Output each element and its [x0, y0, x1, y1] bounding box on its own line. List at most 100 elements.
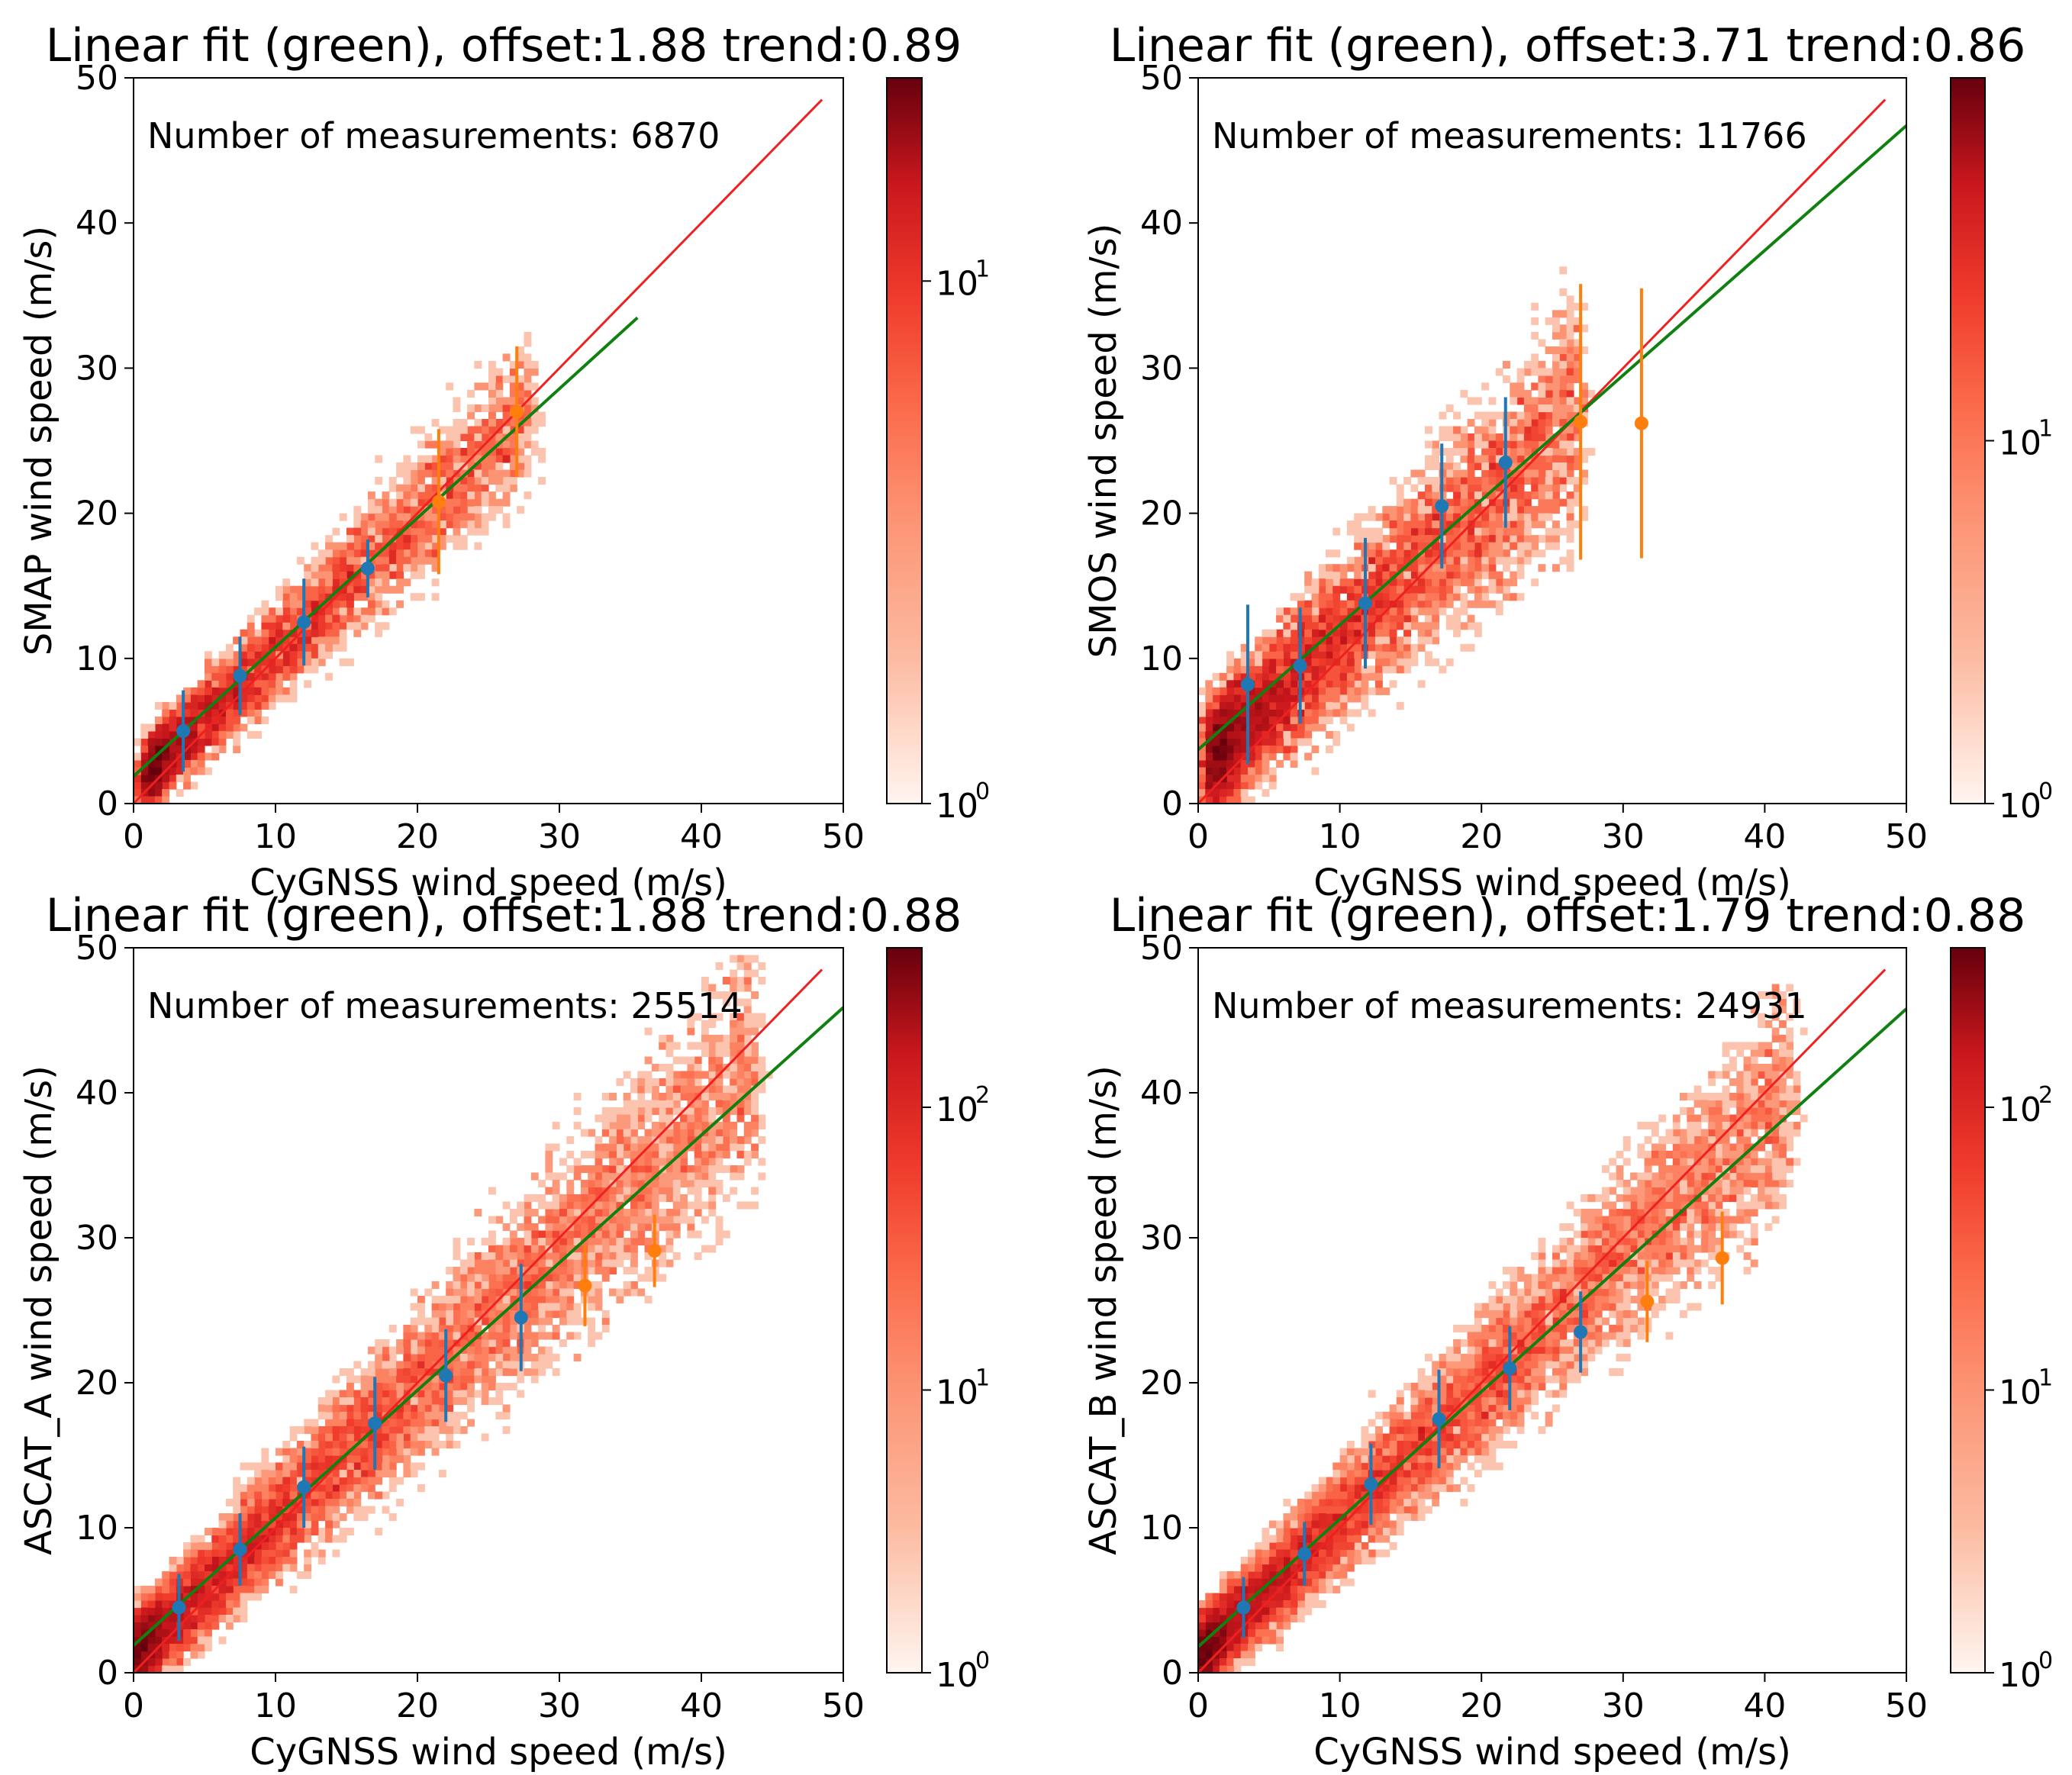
density-cell — [1523, 527, 1532, 536]
density-cell — [694, 1201, 702, 1210]
density-cell — [382, 506, 390, 514]
density-cell — [1354, 607, 1362, 616]
density-cell — [360, 622, 369, 630]
density-cell — [169, 1571, 177, 1580]
density-cell — [410, 535, 418, 543]
density-cell — [396, 1433, 404, 1442]
density-cell — [1750, 1194, 1758, 1203]
density-cell — [1545, 506, 1553, 514]
density-cell — [1729, 1180, 1737, 1188]
density-cell — [367, 1462, 375, 1471]
density-cell — [360, 535, 369, 543]
density-cell — [218, 687, 227, 695]
density-cell — [1326, 701, 1333, 710]
density-cell — [701, 1049, 709, 1058]
density-cell — [1474, 411, 1482, 420]
density-cell — [1318, 593, 1326, 601]
density-cell — [1445, 658, 1454, 666]
density-cell — [1474, 1325, 1482, 1333]
density-cell — [665, 1085, 674, 1094]
density-cell — [1410, 600, 1419, 608]
density-cell — [1410, 506, 1419, 514]
density-cell — [708, 1071, 717, 1079]
density-cell — [595, 1303, 603, 1311]
density-cell — [1700, 1093, 1709, 1101]
density-cell — [459, 1426, 468, 1435]
density-cell — [183, 716, 191, 724]
density-cell — [1389, 1433, 1397, 1442]
density-cell — [304, 636, 312, 645]
density-cell — [495, 1303, 504, 1311]
density-cell — [1510, 1281, 1518, 1290]
density-cell — [559, 1209, 567, 1217]
density-cell — [375, 629, 383, 637]
density-cell — [1339, 578, 1348, 587]
density-cell — [694, 1100, 702, 1108]
density-cell — [289, 1542, 298, 1551]
density-cell — [502, 513, 511, 521]
density-cell — [1332, 614, 1341, 623]
density-cell — [659, 1042, 667, 1050]
density-cell — [154, 730, 163, 739]
density-cell — [1389, 506, 1397, 514]
density-cell — [1382, 1448, 1390, 1456]
density-cell — [410, 1426, 418, 1435]
density-cell — [375, 1433, 383, 1442]
density-cell — [566, 1187, 575, 1195]
bin-mean-sparse-point — [647, 1244, 662, 1258]
density-cell — [1290, 1564, 1298, 1572]
density-cell — [1545, 382, 1553, 391]
density-cell — [346, 556, 354, 565]
density-cell — [1332, 651, 1341, 659]
density-cell — [680, 1056, 688, 1065]
density-cell — [644, 1274, 653, 1282]
density-cell — [225, 651, 234, 659]
density-cell — [205, 1571, 212, 1580]
density-cell — [1503, 1397, 1510, 1406]
density-cell — [665, 1143, 674, 1152]
density-cell — [1304, 694, 1313, 703]
density-cell — [247, 1499, 255, 1507]
density-cell — [1708, 1122, 1716, 1130]
density-cell — [467, 1346, 475, 1355]
bin-mean-point — [297, 1480, 311, 1494]
density-cell — [1474, 571, 1482, 579]
density-cell — [1708, 1209, 1716, 1217]
density-cell — [261, 1564, 269, 1572]
density-cell — [659, 1172, 667, 1181]
density-cell — [1467, 643, 1475, 652]
density-cell — [1453, 527, 1461, 536]
density-cell — [162, 701, 170, 710]
density-cell — [1219, 709, 1227, 717]
density-cell — [481, 469, 489, 478]
density-cell — [1212, 1607, 1220, 1616]
density-cell — [1488, 556, 1497, 565]
density-cell — [375, 1404, 383, 1413]
density-cell — [1474, 520, 1482, 529]
colorbar-tick-exponent: 0 — [975, 1648, 990, 1674]
density-cell — [254, 1470, 262, 1478]
density-cell — [424, 1426, 433, 1435]
density-cell — [1510, 527, 1518, 536]
density-cell — [1368, 527, 1376, 536]
density-cell — [140, 752, 149, 761]
density-cell — [1516, 593, 1525, 601]
density-cell — [360, 542, 369, 550]
density-cell — [453, 535, 461, 543]
density-cell — [233, 1586, 241, 1594]
density-cell — [240, 1462, 248, 1471]
density-cell — [758, 1122, 766, 1130]
density-cell — [1581, 411, 1588, 420]
density-cell — [282, 658, 291, 666]
density-cell — [1389, 477, 1397, 485]
density-cell — [1318, 1578, 1326, 1587]
density-cell — [1219, 672, 1227, 681]
density-cell — [1233, 1586, 1242, 1594]
density-cell — [637, 1216, 646, 1224]
density-cell — [296, 636, 305, 645]
bin-mean-sparse-point — [578, 1278, 592, 1293]
density-cell — [1368, 571, 1376, 579]
density-cell — [410, 571, 418, 579]
density-cell — [1566, 520, 1574, 529]
density-cell — [459, 1281, 468, 1290]
